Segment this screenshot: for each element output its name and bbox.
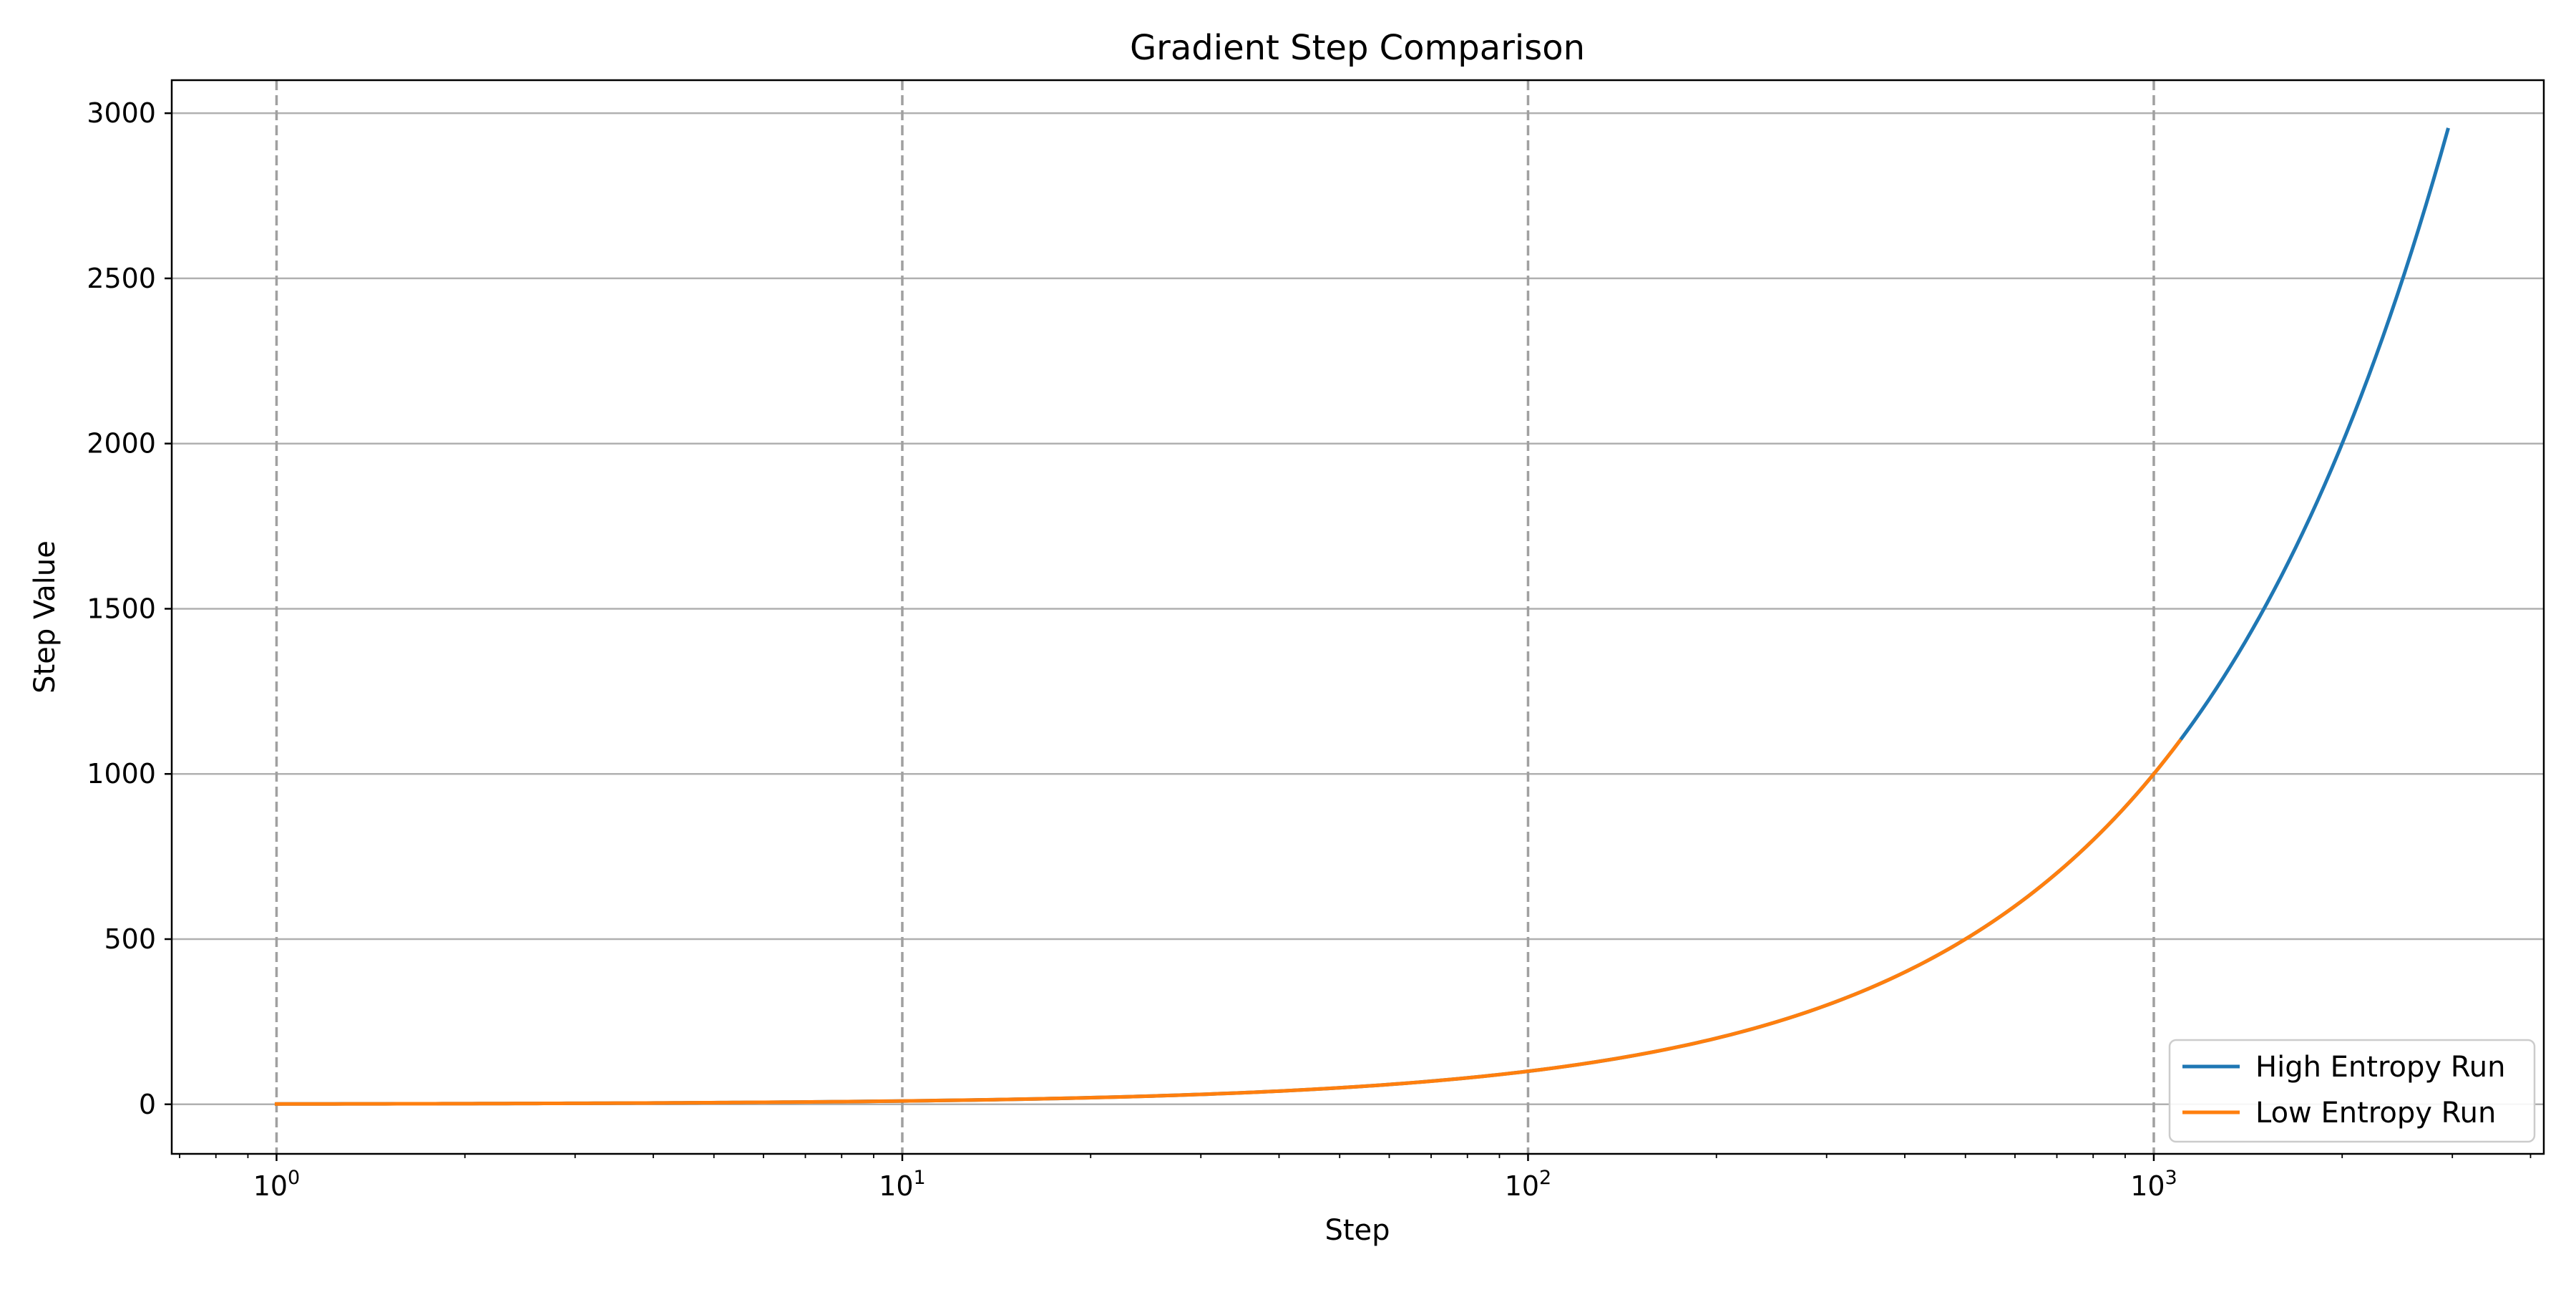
axis-ticks: 0 500 1000 1500 2000 2500 3000 100 101 102 103: [87, 97, 2532, 1202]
plot-area: [172, 80, 2544, 1154]
series-lines: [274, 127, 2450, 1106]
legend: High Entropy Run Low Entropy Run: [2168, 1039, 2536, 1143]
legend-label: Low Entropy Run: [2255, 1097, 2496, 1130]
y-tick-label: 2000: [87, 428, 156, 460]
y-tick-label: 1500: [87, 593, 156, 624]
x-tick-label: 101: [879, 1167, 926, 1202]
y-tick-label: 3000: [87, 97, 156, 129]
y-axis-label: Step Value: [29, 540, 62, 694]
x-axis-label: Step: [1324, 1214, 1390, 1247]
y-tick-label: 500: [104, 923, 156, 955]
chart-title: Gradient Step Comparison: [1130, 28, 1585, 68]
y-tick-label: 2500: [87, 263, 156, 294]
plot-frame: [170, 79, 2545, 1155]
y-tick-label: 0: [139, 1089, 156, 1120]
x-tick-label: 103: [2130, 1167, 2177, 1202]
x-tick-label: 102: [1505, 1167, 1552, 1202]
legend-label: High Entropy Run: [2255, 1051, 2505, 1084]
x-tick-label: 100: [253, 1167, 301, 1202]
y-tick-label: 1000: [87, 758, 156, 790]
legend-box: [2168, 1039, 2536, 1143]
low-entropy-run-line: [274, 738, 2182, 1106]
